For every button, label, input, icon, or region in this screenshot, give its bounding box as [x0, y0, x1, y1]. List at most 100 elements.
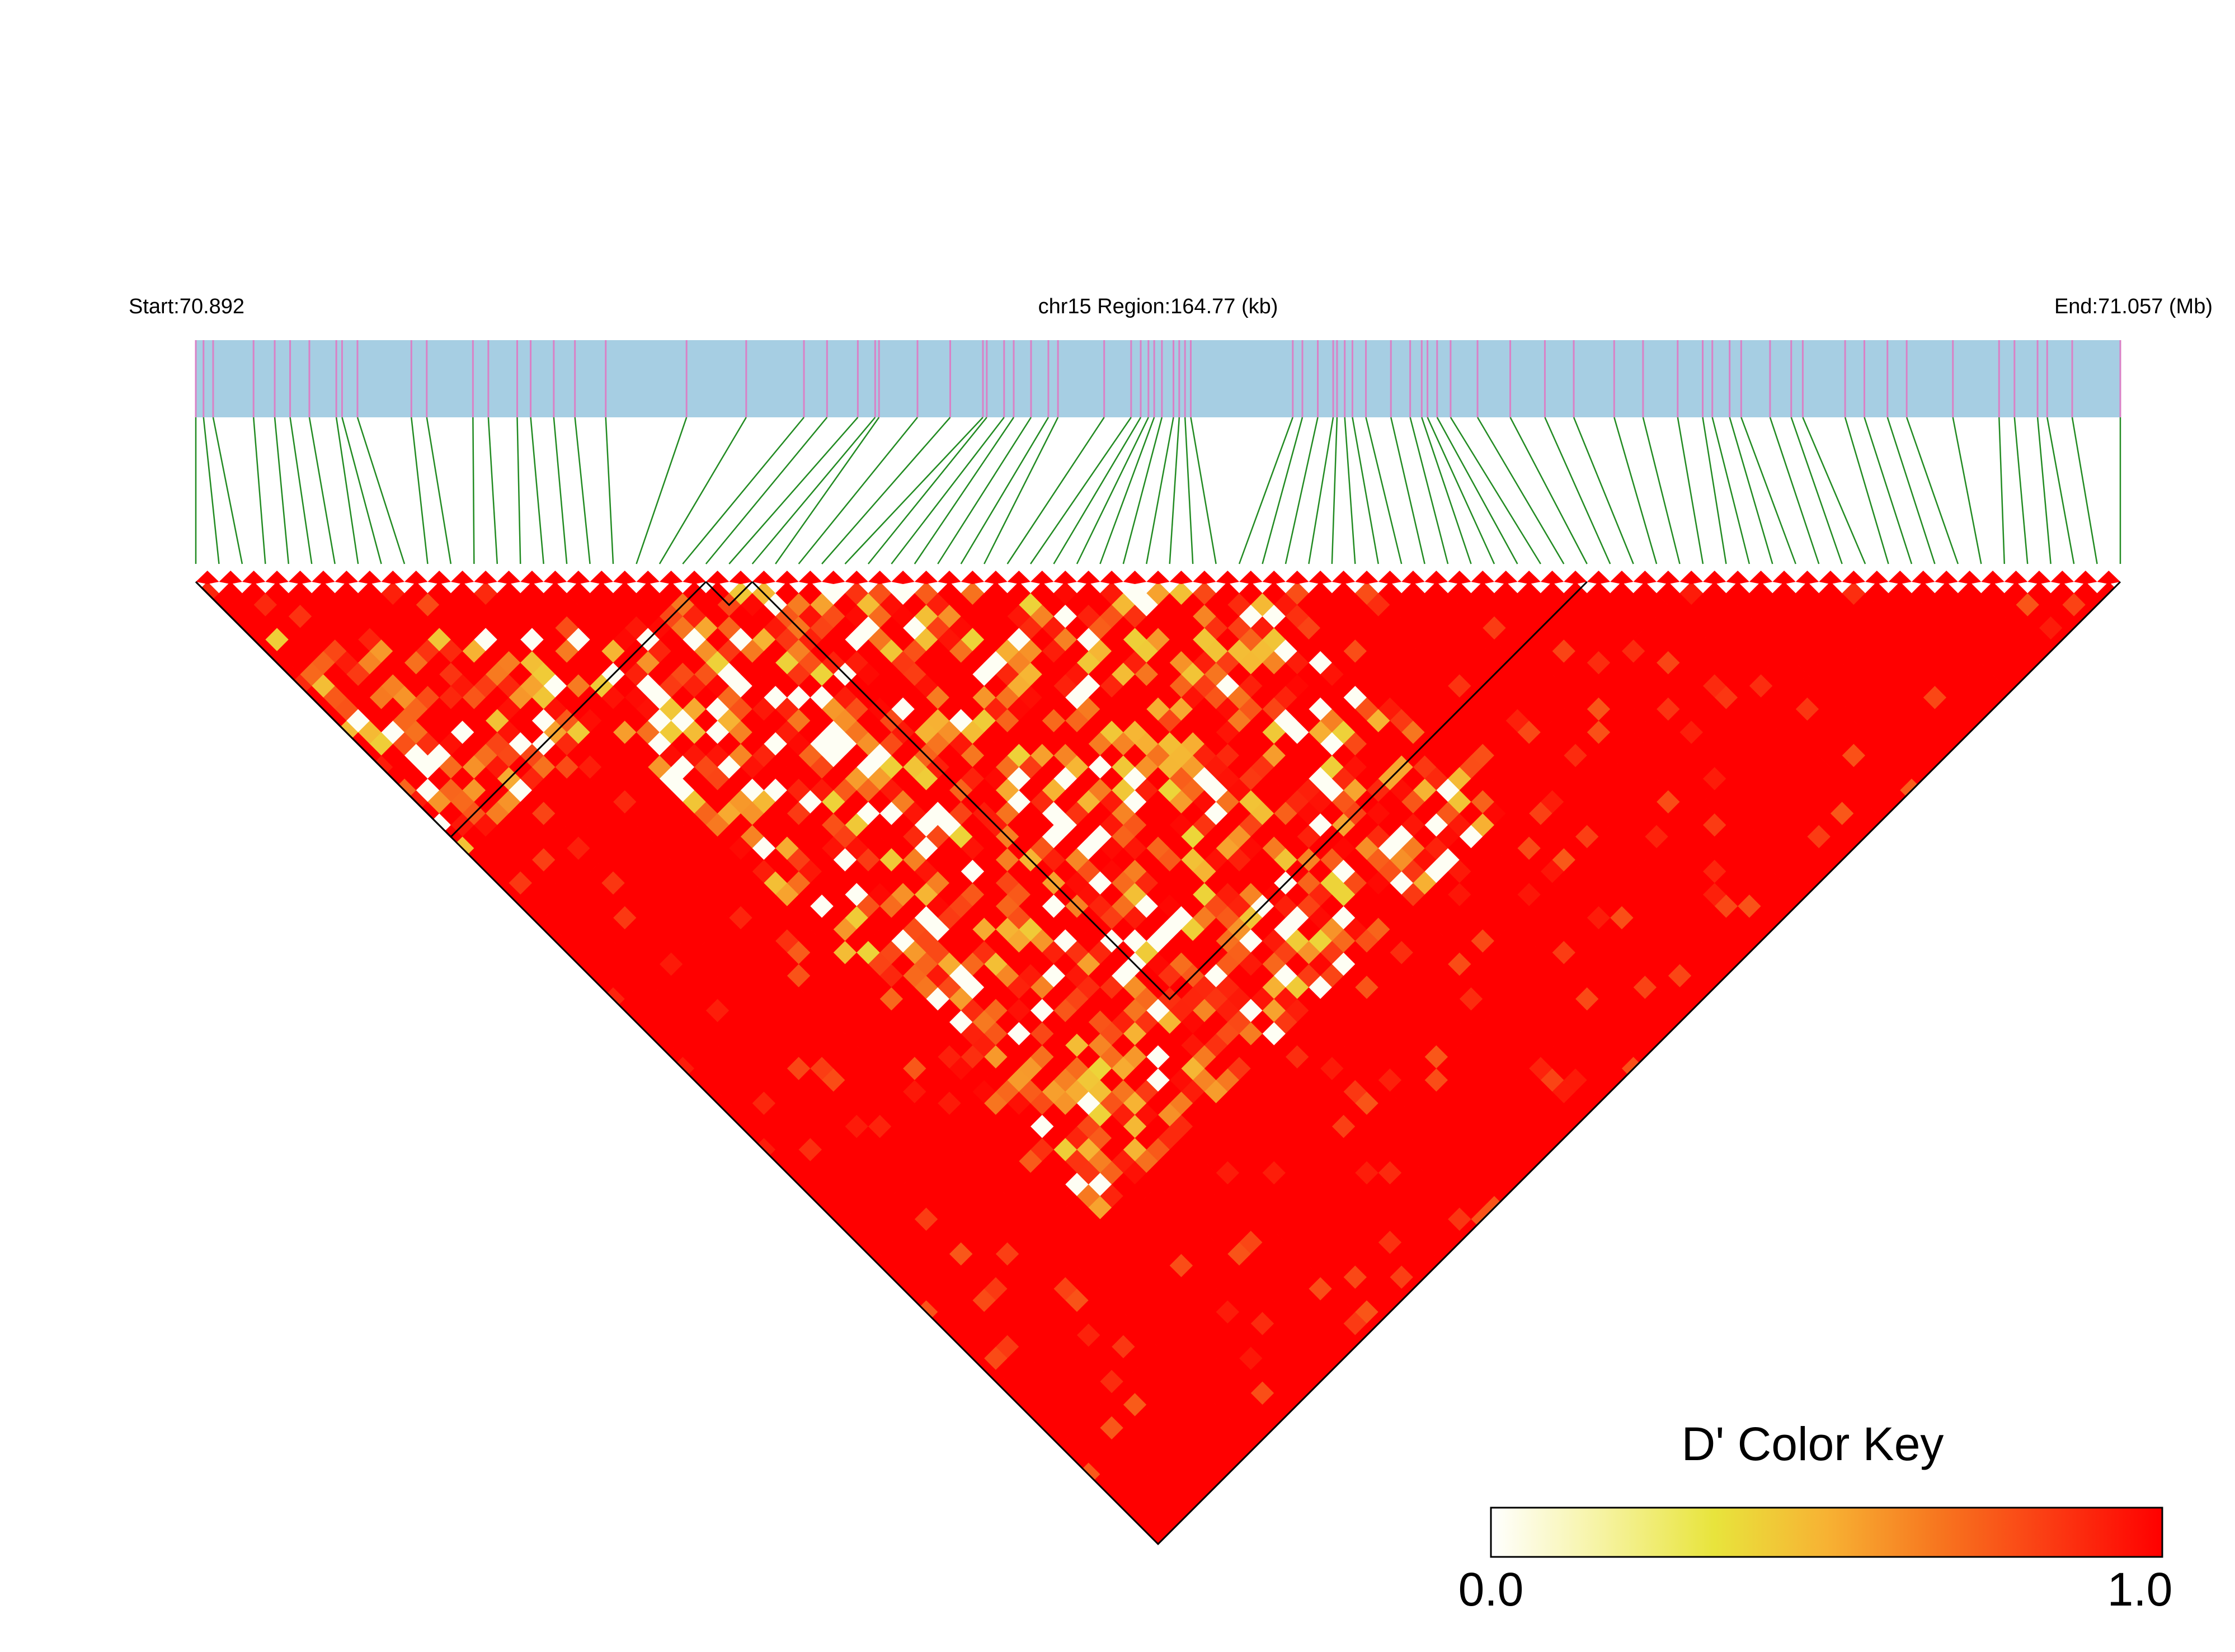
- ld-diagonal-marker: [798, 571, 822, 584]
- snp-connector: [1476, 417, 1565, 564]
- ld-diagonal-marker: [381, 571, 405, 584]
- ld-heatmap-cells: [196, 582, 2120, 1544]
- ld-diagonal-marker: [265, 571, 289, 584]
- ld-diagonal-marker: [1726, 571, 1749, 584]
- ld-diagonal-marker: [659, 571, 683, 584]
- snp-connector: [1006, 417, 1105, 564]
- snp-connector: [636, 417, 688, 564]
- ld-diagonal-marker: [1100, 571, 1123, 584]
- snp-connector: [751, 417, 876, 564]
- snp-tick-group: [195, 340, 2121, 417]
- snp-connector: [1790, 417, 1843, 564]
- snp-connector: [1544, 417, 1611, 564]
- snp-connector: [2036, 417, 2052, 564]
- snp-connector: [1421, 417, 1472, 564]
- region-end-label: End:71.057 (Mb): [2054, 295, 2213, 318]
- ld-diagonal-marker: [1448, 571, 1471, 584]
- snp-connector: [574, 417, 591, 564]
- snp-connector: [426, 417, 452, 564]
- snp-connector: [1053, 417, 1142, 564]
- snp-connector: [1864, 417, 1913, 564]
- snp-connector: [1677, 417, 1704, 564]
- ld-diagonal-marker: [914, 571, 938, 584]
- snp-connector: [1613, 417, 1658, 564]
- snp-connector: [891, 417, 1005, 564]
- ld-diagonal-marker: [2027, 571, 2051, 584]
- ld-diagonal-marker: [219, 571, 242, 584]
- snp-connector: [1099, 417, 1155, 564]
- snp-connector: [1450, 417, 1541, 564]
- ld-diagonal-marker: [1958, 571, 1982, 584]
- snp-connector: [1769, 417, 1820, 564]
- snp-connector: [1729, 417, 1773, 564]
- snp-connector: [844, 417, 984, 564]
- region-title-label: chr15 Region:164.77 (kb): [1038, 295, 1278, 318]
- ld-diagonal-marker: [961, 571, 985, 584]
- ld-diagonal-marker: [1239, 571, 1263, 584]
- ld-diagonal-marker: [1471, 571, 1494, 584]
- snp-connector: [1509, 417, 1588, 564]
- snp-connector: [1952, 417, 1982, 564]
- color-key-max-label: 1.0: [2107, 1563, 2173, 1616]
- ld-diagonal-marker: [450, 571, 474, 584]
- snp-connector: [2046, 417, 2075, 564]
- ld-diagonal-marker: [358, 571, 382, 584]
- snp-connector: [1573, 417, 1634, 564]
- ld-diagonal-marker: [1587, 571, 1611, 584]
- ld-diagonal-marker: [2050, 571, 2074, 584]
- snp-connector: [274, 417, 290, 564]
- ld-diagonal-marker: [1285, 571, 1309, 584]
- snp-connector: [728, 417, 859, 564]
- ld-diagonal-marker: [1262, 571, 1286, 584]
- ld-diagonal-marker: [1540, 571, 1564, 584]
- snp-connector: [821, 417, 951, 564]
- snp-connector: [775, 417, 880, 564]
- ld-diagonal-marker: [1842, 571, 1866, 584]
- gene-track: [195, 340, 2121, 417]
- snp-connector: [1905, 417, 1959, 564]
- ld-diagonal-marker: [1401, 571, 1425, 584]
- color-key: D' Color Key 0.0 1.0: [1458, 1418, 2173, 1616]
- gene-track-bar: [196, 340, 2120, 417]
- ld-diagonal-marker: [1424, 571, 1448, 584]
- snp-connector: [1711, 417, 1751, 564]
- snp-connector: [1238, 417, 1293, 564]
- ld-diagonal-marker: [613, 571, 637, 584]
- ld-diagonal-marker: [1216, 571, 1240, 584]
- snp-connector: [1308, 417, 1334, 564]
- snp-connector: [984, 417, 1059, 564]
- ld-diagonal-markers: [196, 571, 2120, 584]
- snp-connector: [1331, 417, 1338, 564]
- ld-diagonal-marker: [1146, 571, 1170, 584]
- ld-diagonal-marker: [891, 571, 915, 584]
- snp-connector: [1169, 417, 1180, 564]
- ld-diagonal-marker: [1610, 571, 1634, 584]
- region-start-label: Start:70.892: [129, 295, 244, 318]
- ld-diagonal-marker: [1865, 571, 1889, 584]
- snp-connector: [1409, 417, 1449, 564]
- snp-connector: [914, 417, 1015, 564]
- ld-diagonal-marker: [288, 571, 312, 584]
- snp-connector: [1427, 417, 1495, 564]
- snp-connector: [335, 417, 359, 564]
- ld-diagonal-marker: [1679, 571, 1703, 584]
- ld-diagonal-marker: [636, 571, 660, 584]
- ld-diagonal-marker: [1378, 571, 1402, 584]
- color-key-min-label: 0.0: [1458, 1563, 1524, 1616]
- snp-connector: [411, 417, 429, 564]
- ld-diagonal-marker: [752, 571, 776, 584]
- snp-connector: [1802, 417, 1866, 564]
- ld-diagonal-marker: [1169, 571, 1193, 584]
- snp-connector: [682, 417, 805, 564]
- snp-connector: [1886, 417, 1936, 564]
- snp-connector: [1076, 417, 1149, 564]
- snp-connector: [798, 417, 918, 564]
- color-key-gradient-bar: [1490, 1507, 2163, 1558]
- ld-diagonal-marker: [1494, 571, 1518, 584]
- ld-diagonal-marker: [1076, 571, 1100, 584]
- snp-connector: [252, 417, 266, 564]
- ld-diagonal-marker: [1819, 571, 1842, 584]
- snp-connector: [867, 417, 987, 564]
- ld-diagonal-marker: [984, 571, 1008, 584]
